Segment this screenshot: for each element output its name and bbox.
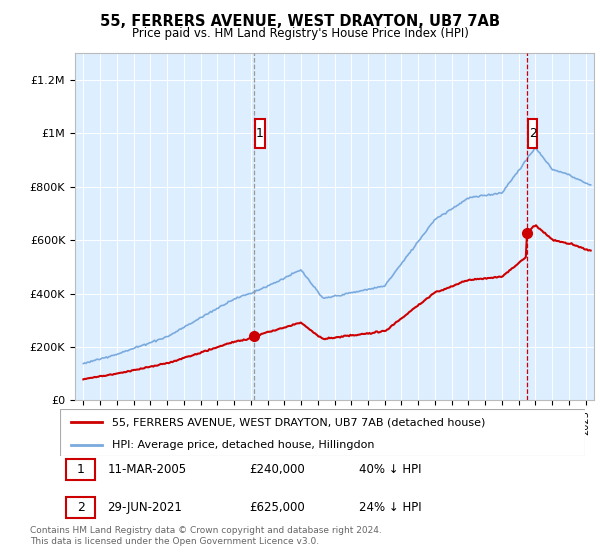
Bar (255, 119, 265, 148)
Text: 29-JUN-2021: 29-JUN-2021 (107, 501, 182, 514)
Text: 11-MAR-2005: 11-MAR-2005 (107, 463, 187, 476)
Text: 24% ↓ HPI: 24% ↓ HPI (359, 501, 422, 514)
Text: 1: 1 (77, 463, 85, 476)
Text: 2: 2 (77, 501, 85, 514)
Text: HPI: Average price, detached house, Hillingdon: HPI: Average price, detached house, Hill… (113, 440, 375, 450)
Text: Price paid vs. HM Land Registry's House Price Index (HPI): Price paid vs. HM Land Registry's House … (131, 27, 469, 40)
Text: Contains HM Land Registry data © Crown copyright and database right 2024.
This d: Contains HM Land Registry data © Crown c… (30, 526, 382, 546)
Text: 40% ↓ HPI: 40% ↓ HPI (359, 463, 422, 476)
Text: 55, FERRERS AVENUE, WEST DRAYTON, UB7 7AB: 55, FERRERS AVENUE, WEST DRAYTON, UB7 7A… (100, 14, 500, 29)
Text: 1: 1 (256, 127, 264, 140)
Bar (66, 459, 95, 480)
Text: 55, FERRERS AVENUE, WEST DRAYTON, UB7 7AB (detached house): 55, FERRERS AVENUE, WEST DRAYTON, UB7 7A… (113, 417, 486, 427)
Bar (528, 119, 538, 148)
Text: £625,000: £625,000 (249, 501, 305, 514)
Bar (66, 497, 95, 518)
Text: 2: 2 (529, 127, 536, 140)
Text: £240,000: £240,000 (249, 463, 305, 476)
